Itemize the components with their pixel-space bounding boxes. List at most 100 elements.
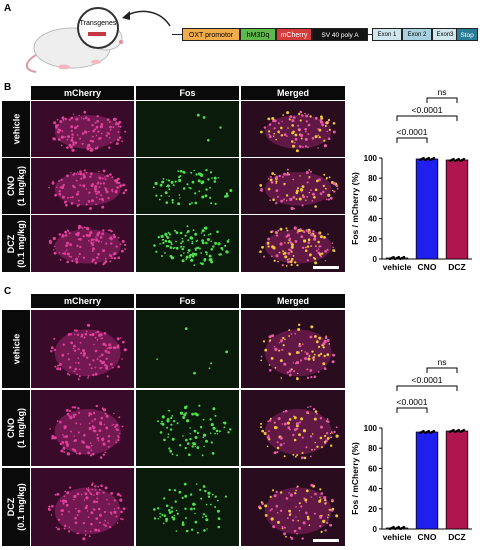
panel-letter-b: B [4, 82, 12, 93]
exon1-box: Exon 1 [372, 28, 402, 41]
bar-cno [415, 158, 439, 260]
y-tick-label: 40 [368, 485, 377, 494]
bar-dcz [445, 430, 469, 530]
y-tick-label: 60 [368, 464, 377, 473]
data-point-vehicle [397, 525, 400, 529]
y-axis-label: Fos / mCherry (%) [350, 172, 360, 245]
y-axis-label: Fos / mCherry (%) [350, 442, 360, 515]
y-tick-label: 40 [368, 215, 377, 224]
mcherry-box: mCherry [276, 28, 312, 41]
x-tick-label-vehicle: vehicle [383, 532, 412, 542]
b-tile-dcz-merged [241, 215, 345, 272]
comparison-bracket [396, 407, 428, 413]
sv40-polya-box: SV 40 poly A [312, 28, 368, 41]
bar-dcz [445, 159, 469, 260]
data-point-cno [422, 156, 425, 160]
data-point-vehicle [402, 255, 406, 259]
c-row-label-vehicle: vehicle [2, 310, 30, 388]
stop-box: Stop [456, 28, 478, 41]
y-tick-label: 0 [373, 255, 378, 264]
exon3-box: Exon3 [432, 28, 458, 41]
data-point-cno [427, 156, 430, 160]
x-tick-label-cno: CNO [418, 262, 437, 272]
data-point-vehicle [397, 255, 400, 259]
b-tile-cno-fos [136, 158, 239, 214]
x-tick-label-cno: CNO [418, 532, 437, 542]
y-tick-label: 60 [368, 194, 377, 203]
c-tile-vehicle-merged [241, 310, 345, 388]
mouse-illustration: Transgenes [26, 7, 123, 73]
comparison-label: ns [438, 357, 447, 367]
comparison-label: <0.0001 [397, 397, 428, 407]
transgenes-label: Transgenes [80, 20, 117, 27]
panel-letter-c: C [4, 286, 12, 297]
c-col-header-mcherry: mCherry [31, 294, 134, 308]
comparison-label: ns [438, 87, 447, 97]
c-tile-dcz-mcherry [31, 468, 134, 546]
curved-arrow [122, 10, 171, 27]
oxt-promoter-box: OXT promotor [182, 28, 240, 41]
data-point-dcz [452, 157, 455, 161]
c-tile-vehicle-fos [136, 310, 239, 388]
x-tick-label-vehicle: vehicle [383, 262, 412, 272]
c-col-header-merged: Merged [241, 294, 345, 308]
data-point-cno [427, 429, 430, 433]
b-scale-bar [313, 266, 339, 269]
y-tick-label: 80 [368, 174, 377, 183]
b-tile-vehicle-merged [241, 101, 345, 157]
comparison-bracket [426, 97, 458, 103]
hm3dq-box: hM3Dq [240, 28, 276, 41]
y-tick-label: 20 [368, 505, 377, 514]
c-col-header-fos: Fos [136, 294, 239, 308]
y-tick-label: 0 [373, 525, 378, 534]
b-tile-vehicle-fos [136, 101, 239, 157]
data-point-dcz [457, 157, 460, 161]
c-tile-cno-merged [241, 390, 345, 466]
comparison-bracket [396, 115, 458, 121]
comparison-label: <0.0001 [412, 105, 443, 115]
b-col-header-mcherry: mCherry [31, 86, 134, 100]
c-row-label-dcz: DCZ (0.1 mg/kg) [2, 468, 30, 546]
b-tile-dcz-fos [136, 215, 239, 272]
b-tile-vehicle-mcherry [31, 101, 134, 157]
data-point-dcz [462, 428, 466, 432]
c-scale-bar [313, 539, 339, 542]
data-point-dcz [462, 157, 466, 161]
x-tick-label-dcz: DCZ [448, 532, 465, 542]
data-point-dcz [452, 428, 455, 432]
panel-b-bar-chart: 0 20 40 60 80 100 Fos / mCherry (%) vehicle CNO D… [350, 87, 472, 272]
comparison-bracket [396, 137, 428, 143]
comparison-label: <0.0001 [397, 127, 428, 137]
comparison-bracket [396, 385, 458, 391]
b-tile-dcz-mcherry [31, 215, 134, 272]
x-tick-label-dcz: DCZ [448, 262, 465, 272]
b-col-header-fos: Fos [136, 86, 239, 100]
y-tick-label: 100 [364, 424, 378, 433]
comparison-label: <0.0001 [412, 375, 443, 385]
c-tile-vehicle-mcherry [31, 310, 134, 388]
b-tile-cno-mcherry [31, 158, 134, 214]
data-point-vehicle [392, 525, 395, 529]
panel-c-bar-chart: 0 20 40 60 80 100 Fos / mCherry (%) vehicle CNO D… [350, 357, 472, 542]
b-row-label-cno: CNO (1 mg/kg) [2, 158, 30, 214]
data-point-dcz [457, 428, 460, 432]
b-col-header-merged: Merged [241, 86, 345, 100]
data-point-vehicle [402, 525, 406, 529]
y-tick-label: 20 [368, 235, 377, 244]
c-tile-cno-fos [136, 390, 239, 466]
b-row-label-vehicle: vehicle [2, 101, 30, 157]
bar-cno [415, 431, 439, 530]
data-point-cno [422, 429, 425, 433]
y-tick-label: 100 [364, 154, 378, 163]
comparison-bracket [426, 367, 458, 373]
c-tile-cno-mcherry [31, 390, 134, 466]
panel-letter-a: A [4, 3, 12, 14]
c-tile-dcz-fos [136, 468, 239, 546]
data-point-cno [432, 429, 436, 433]
b-tile-cno-merged [241, 158, 345, 214]
data-point-vehicle [392, 255, 395, 259]
b-row-label-dcz: DCZ (0.1 mg/kg) [2, 215, 30, 272]
y-tick-label: 80 [368, 444, 377, 453]
c-row-label-cno: CNO (1 mg/kg) [2, 390, 30, 466]
data-point-cno [432, 156, 436, 160]
